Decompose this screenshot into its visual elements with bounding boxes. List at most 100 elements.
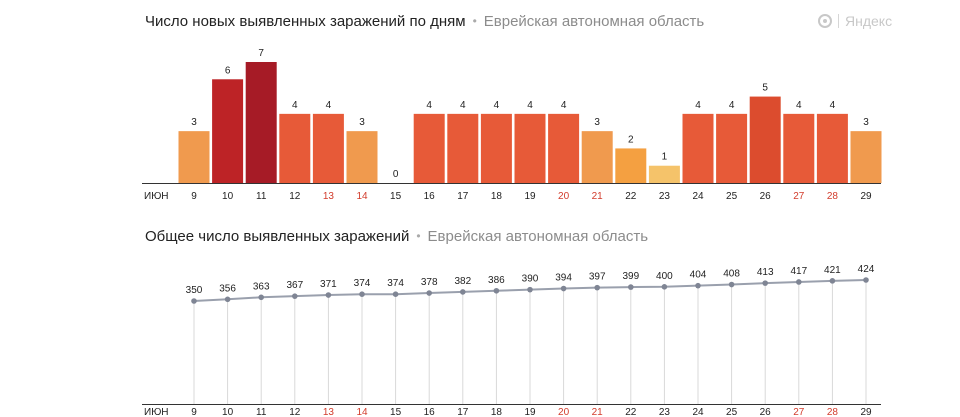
data-label: 400 xyxy=(656,271,673,282)
data-label: 0 xyxy=(393,169,399,180)
data-label: 3 xyxy=(359,117,365,128)
tick-label: 20 xyxy=(558,191,570,202)
bar xyxy=(749,96,781,183)
data-point xyxy=(695,282,701,289)
yandex-logo[interactable]: Яндекс xyxy=(818,13,892,29)
bar xyxy=(212,79,244,183)
tick-label: 20 xyxy=(558,407,570,417)
tick-label: 9 xyxy=(191,407,197,417)
data-label: 6 xyxy=(225,65,231,76)
data-label: 4 xyxy=(830,100,836,111)
data-label: 4 xyxy=(796,100,802,111)
tick-label: 16 xyxy=(424,191,436,202)
data-point xyxy=(258,294,265,301)
bar xyxy=(413,113,445,183)
data-label: 386 xyxy=(488,275,505,286)
data-point xyxy=(191,298,197,304)
data-point xyxy=(292,293,298,299)
data-label: 421 xyxy=(824,265,841,276)
data-label: 378 xyxy=(421,277,438,288)
data-point xyxy=(829,278,836,284)
tick-label: 15 xyxy=(390,191,402,202)
data-point xyxy=(560,285,567,292)
tick-label: 27 xyxy=(793,407,805,417)
tick-label: 25 xyxy=(726,191,738,202)
data-point xyxy=(796,279,802,285)
line-chart-heading: Общее число выявленных заражений • Еврейск… xyxy=(145,228,648,245)
tick-label: 29 xyxy=(860,407,872,417)
tick-label: 19 xyxy=(524,191,536,202)
data-label: 417 xyxy=(790,266,807,277)
data-label: 350 xyxy=(186,285,203,296)
tick-label: 18 xyxy=(491,191,503,202)
data-label: 4 xyxy=(527,100,533,111)
tick-label: 13 xyxy=(323,407,335,417)
data-label: 4 xyxy=(494,100,500,111)
tick-label: 23 xyxy=(659,407,671,417)
yandex-logo-icon xyxy=(818,14,832,28)
data-label: 4 xyxy=(729,100,735,111)
data-point xyxy=(728,281,735,288)
tick-label: 10 xyxy=(222,407,234,417)
data-label: 1 xyxy=(662,152,668,163)
data-point xyxy=(661,284,668,290)
data-label: 4 xyxy=(292,100,298,111)
bar xyxy=(312,113,344,183)
tick-label: 12 xyxy=(289,407,301,417)
bar-chart-heading: Число новых выявленных заражений по дням… xyxy=(145,13,704,30)
bar xyxy=(480,113,512,183)
tick-label: 26 xyxy=(760,407,772,417)
data-label: 413 xyxy=(757,267,774,278)
tick-label: 21 xyxy=(592,191,604,202)
data-label: 356 xyxy=(219,283,236,294)
tick-label: 15 xyxy=(390,407,402,417)
tick-label: 23 xyxy=(659,191,671,202)
data-label: 7 xyxy=(258,48,264,59)
bar xyxy=(682,113,714,183)
tick-label: 17 xyxy=(457,407,469,417)
tick-label: 9 xyxy=(191,191,197,202)
data-label: 424 xyxy=(858,264,875,275)
data-label: 3 xyxy=(594,117,600,128)
data-label: 399 xyxy=(622,271,639,282)
tick-label: 28 xyxy=(827,191,839,202)
data-label: 3 xyxy=(863,117,869,128)
tick-label: 24 xyxy=(692,407,704,417)
line-chart-title: Общее число выявленных заражений xyxy=(145,228,410,245)
tick-label: 19 xyxy=(524,407,536,417)
data-label: 5 xyxy=(762,83,768,94)
bar xyxy=(615,148,647,183)
bar xyxy=(346,131,378,183)
tick-label: 26 xyxy=(760,191,772,202)
data-point xyxy=(863,277,869,283)
bar-chart: ИЮН3961071141241331401541641741841942032… xyxy=(142,48,882,202)
data-point xyxy=(493,287,500,294)
data-label: 2 xyxy=(628,134,634,145)
data-label: 367 xyxy=(286,280,303,291)
bar xyxy=(648,165,680,183)
tick-label: 18 xyxy=(491,407,503,417)
bar-chart-title: Число новых выявленных заражений по дням xyxy=(145,13,466,30)
data-point xyxy=(762,280,768,286)
data-label: 363 xyxy=(253,281,270,292)
bar xyxy=(279,113,311,183)
data-point xyxy=(224,296,231,303)
tick-label: 25 xyxy=(726,407,738,417)
data-label: 408 xyxy=(723,269,740,280)
bar xyxy=(447,113,479,183)
data-point xyxy=(392,291,399,297)
data-point xyxy=(527,286,533,293)
bar-chart-region: Еврейская автономная область xyxy=(483,13,705,30)
tick-label: 11 xyxy=(256,191,267,202)
tick-label: 27 xyxy=(793,191,805,202)
bar xyxy=(783,113,815,183)
tick-label: 22 xyxy=(625,407,637,417)
tick-label: 12 xyxy=(289,191,301,202)
line-chart-region: Еврейская автономная область xyxy=(427,228,649,245)
tick-label: 28 xyxy=(827,407,839,417)
bar xyxy=(245,62,277,183)
data-label: 4 xyxy=(561,100,567,111)
month-label: ИЮН xyxy=(144,191,169,202)
data-point xyxy=(460,289,466,295)
